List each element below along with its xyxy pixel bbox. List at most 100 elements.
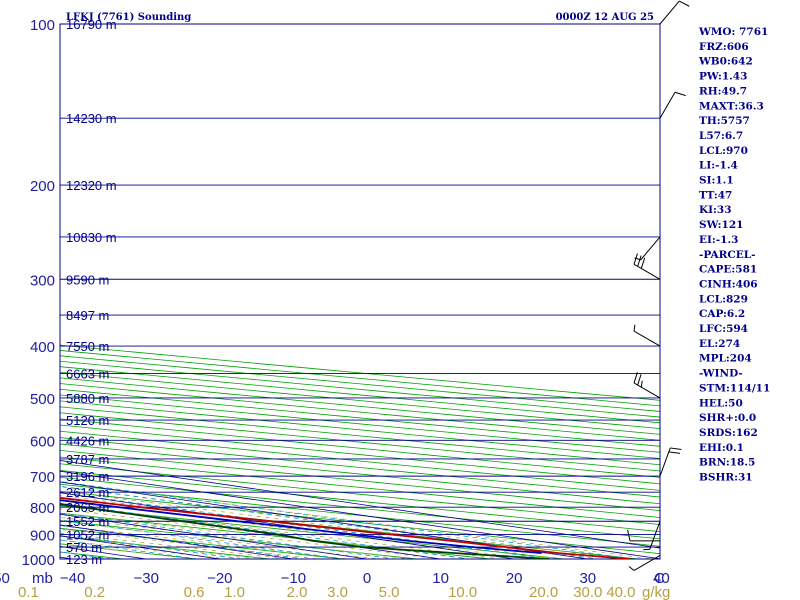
index-item: LFC:594 (699, 323, 748, 335)
wind-barb-staff (649, 521, 661, 550)
temp-tick-label: 10 (432, 570, 449, 587)
index-item: KI:33 (699, 204, 732, 216)
dry-adiabat (60, 394, 660, 453)
pressure-axis-labels: 100 200 300 400 500 600 700 800 900 1000 (22, 17, 55, 569)
index-item: L57:6.7 (699, 130, 743, 142)
wind-barb-staff (659, 91, 676, 119)
index-item: LCL:829 (699, 293, 748, 305)
index-item: -PARCEL- (699, 249, 755, 261)
height-label: 1552 m (66, 514, 109, 529)
pressure-label: 100 (30, 17, 55, 34)
wind-barb-flag (668, 451, 681, 454)
height-label: 2065 m (66, 500, 109, 515)
mixing-ratio-line (60, 481, 638, 559)
index-item: EL:274 (699, 338, 740, 350)
mixing-tick-label: 20.0 (529, 584, 558, 600)
wind-barb-flag (640, 380, 643, 388)
wind-barb-flag (637, 374, 642, 386)
sounding-indices: WMO: 7761 FRZ:606 WB0:642 PW:1.43 RH:49.7 MAX… (698, 26, 770, 484)
height-label: 14230 m (66, 111, 117, 126)
isotherm-lines (60, 460, 660, 559)
height-label: 2612 m (66, 485, 109, 500)
height-label: 10830 m (66, 230, 117, 245)
height-label: 5120 m (66, 413, 109, 428)
temp-tick-label: 30 (579, 570, 596, 587)
chart-title: LFKJ (7761) Sounding (66, 12, 191, 23)
height-label: 3787 m (66, 452, 109, 467)
pressure-label: 700 (30, 469, 55, 486)
dry-adiabat (60, 388, 660, 447)
isotherm (60, 460, 660, 549)
index-item: TH:5757 (699, 115, 750, 127)
isobar-lines (60, 23, 660, 560)
temp-tick-label: −10 (281, 570, 306, 587)
index-item: SW:121 (699, 219, 743, 231)
index-item: CAP:6.2 (699, 308, 745, 320)
index-item: LI:-1.4 (699, 160, 738, 172)
index-item: FRZ:606 (699, 41, 749, 53)
height-label: 578 m (66, 540, 102, 555)
wind-barb-staff (640, 236, 661, 261)
temperature-line (60, 496, 630, 559)
height-label: 8497 m (66, 308, 109, 323)
moist-adiabat (60, 499, 535, 559)
pressure-unit-label: mb (32, 570, 53, 587)
wind-barb (633, 324, 661, 347)
mixing-tick-label: 1.0 (224, 584, 245, 600)
mixing-tick-label: 10.0 (448, 584, 477, 600)
dry-adiabat (60, 512, 495, 559)
temp-tick-label: 40 (653, 570, 670, 587)
pressure-label: 300 (30, 272, 55, 289)
moist-adiabat (60, 481, 655, 559)
dry-adiabat-lines (60, 344, 660, 559)
dry-adiabat (60, 498, 643, 559)
index-item: -WIND- (699, 368, 743, 380)
profile-lines (60, 496, 630, 559)
temp-corner-label: C (654, 570, 665, 587)
index-item: TT:47 (699, 189, 732, 201)
wind-barb-flag (674, 91, 686, 97)
wind-barb-staff (659, 0, 680, 25)
index-item: RH:49.7 (699, 85, 747, 97)
index-item: CINH:406 (699, 278, 758, 290)
wind-barb-staff (633, 555, 661, 571)
dry-adiabat (60, 383, 660, 441)
wind-barb-flag (627, 529, 631, 541)
moist-adiabat (60, 512, 444, 559)
index-item: EHI:0.1 (699, 442, 744, 454)
wind-barb-flag (670, 447, 682, 450)
dry-adiabat (60, 505, 569, 559)
wind-barb (627, 529, 660, 542)
wind-barb-staff (633, 263, 661, 280)
pressure-label: 200 (30, 178, 55, 195)
pressure-label: 500 (30, 391, 55, 408)
dry-adiabat (60, 406, 660, 466)
wind-barb (643, 521, 661, 551)
temp-tick-label: -50 (0, 570, 10, 587)
chart-time: 0000Z 12 AUG 25 (556, 12, 654, 23)
wind-barb-flag (628, 566, 635, 571)
dry-adiabat (60, 476, 660, 540)
moist-adiabat (60, 525, 352, 559)
wind-barb (633, 372, 661, 399)
mixing-tick-label: 3.0 (327, 584, 348, 600)
wind-barb-flag (633, 372, 638, 384)
dry-adiabat (60, 418, 660, 478)
wind-barbs (627, 0, 690, 571)
index-item: STM:114/11 (699, 382, 770, 394)
wind-barb (633, 253, 661, 280)
index-item: WMO: 7761 (698, 26, 768, 38)
wind-barb-flag (637, 255, 642, 267)
height-label: 1052 m (66, 528, 109, 543)
index-item: BSHR:31 (699, 472, 753, 484)
height-label: 123 m (66, 552, 102, 567)
temp-tick-label: −40 (60, 570, 85, 587)
wind-barb (634, 236, 661, 261)
wind-barb (628, 555, 661, 571)
moist-adiabat-lines (60, 481, 655, 559)
temp-tick-label: −30 (133, 570, 158, 587)
height-label: 9590 m (66, 272, 109, 287)
wind-barb-staff (633, 382, 661, 399)
height-label: 12320 m (66, 178, 117, 193)
